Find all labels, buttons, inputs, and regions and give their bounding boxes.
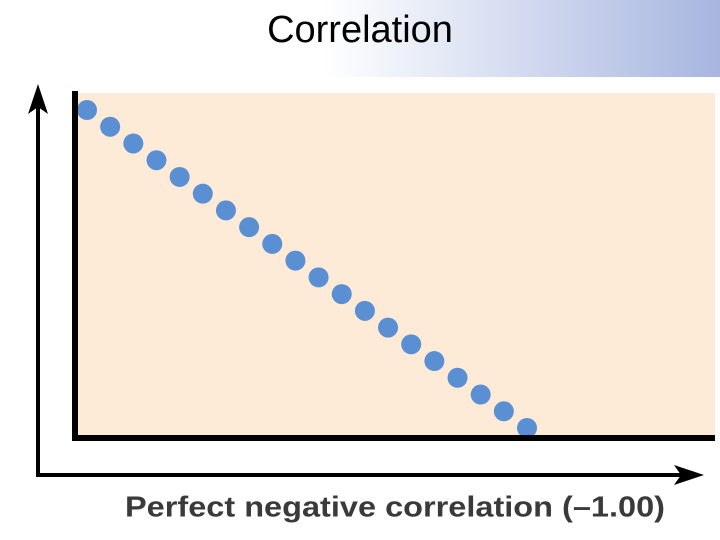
dot xyxy=(354,300,375,321)
y-arrowhead xyxy=(28,84,48,114)
dot xyxy=(517,418,537,438)
dot xyxy=(77,100,97,120)
dot xyxy=(331,284,352,305)
header-band xyxy=(0,0,720,77)
slide-title: Correlation xyxy=(267,9,453,51)
dot xyxy=(215,200,236,221)
dot xyxy=(401,334,422,355)
x-arrowhead xyxy=(674,465,704,485)
dot xyxy=(470,384,491,405)
dot xyxy=(447,367,468,388)
dot xyxy=(285,250,306,271)
dot xyxy=(239,217,260,238)
dot xyxy=(192,183,213,204)
dot xyxy=(123,133,144,154)
figure-caption: Perfect negative correlation (–1.00) xyxy=(125,492,665,524)
dot xyxy=(262,233,283,254)
dot xyxy=(493,401,514,422)
dot xyxy=(146,150,167,171)
dot xyxy=(100,116,121,137)
dot xyxy=(308,267,329,288)
dot xyxy=(424,351,445,372)
dot-group xyxy=(77,100,537,438)
plot-background xyxy=(75,93,715,438)
dot xyxy=(169,166,190,187)
dot xyxy=(378,317,399,338)
